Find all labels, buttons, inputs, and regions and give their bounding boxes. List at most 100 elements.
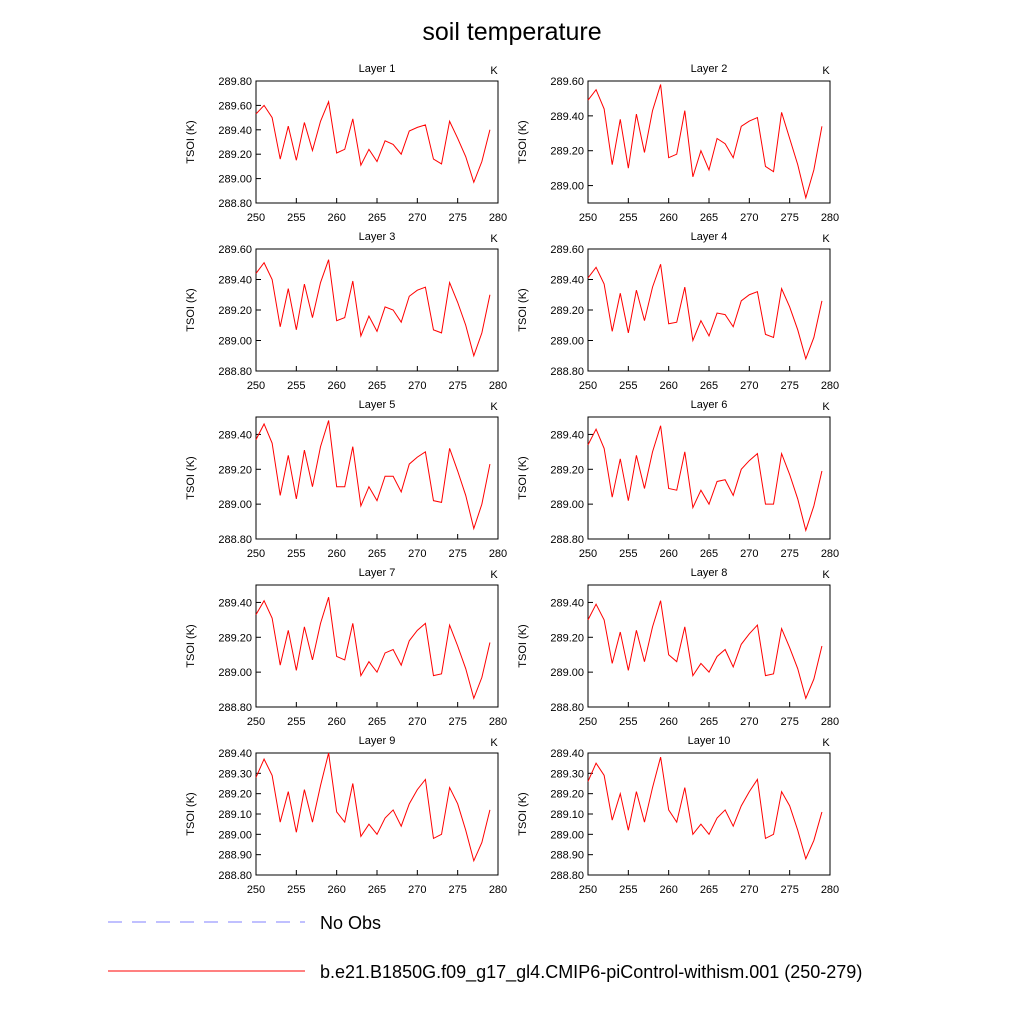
x-tick-label: 260	[327, 212, 345, 224]
data-line	[255, 420, 491, 531]
x-tick-label: 265	[368, 212, 386, 224]
y-tick-label: 289.00	[218, 667, 252, 679]
y-tick-label: 289.60	[218, 100, 252, 112]
y-tick-label: 289.00	[550, 181, 584, 193]
unit-label: K	[490, 401, 498, 413]
plot-frame	[587, 248, 831, 372]
y-tick-label: 289.20	[550, 146, 584, 158]
y-tick-label: 289.40	[550, 748, 584, 760]
y-tick-label: 289.30	[550, 768, 584, 780]
x-tick-label: 255	[619, 548, 637, 560]
x-tick-label: 270	[740, 212, 758, 224]
x-tick-label: 250	[247, 212, 265, 224]
x-tick-label: 260	[659, 380, 677, 392]
panel-title: Layer 6	[691, 399, 728, 411]
unit-label: K	[822, 569, 830, 581]
y-axis-label: TSOI (K)	[185, 792, 197, 835]
x-tick-label: 280	[489, 212, 507, 224]
y-tick-label: 289.00	[550, 336, 584, 348]
y-tick-label: 289.00	[218, 829, 252, 841]
y-tick-label: 289.10	[550, 809, 584, 821]
plot-frame	[587, 584, 831, 708]
panel-title: Layer 5	[359, 399, 396, 411]
x-tick-label: 255	[287, 380, 305, 392]
data-line	[587, 425, 823, 533]
unit-label: K	[490, 233, 498, 245]
y-tick-label: 288.90	[218, 850, 252, 862]
y-tick-label: 289.80	[218, 76, 252, 88]
x-tick-label: 265	[700, 716, 718, 728]
unit-label: K	[822, 737, 830, 749]
x-tick-label: 275	[448, 548, 466, 560]
x-tick-label: 260	[659, 884, 677, 896]
data-line	[587, 84, 823, 200]
legend-label: No Obs	[320, 913, 381, 933]
y-tick-label: 288.80	[218, 870, 252, 882]
x-tick-label: 270	[408, 548, 426, 560]
unit-label: K	[490, 737, 498, 749]
plot-frame	[255, 584, 499, 708]
panel-title: Layer 3	[359, 231, 396, 243]
x-tick-label: 275	[448, 380, 466, 392]
y-tick-label: 288.80	[550, 534, 584, 546]
x-tick-label: 270	[408, 380, 426, 392]
x-tick-label: 265	[700, 884, 718, 896]
x-tick-label: 255	[287, 716, 305, 728]
x-tick-label: 250	[579, 548, 597, 560]
x-tick-label: 275	[780, 716, 798, 728]
x-tick-label: 280	[821, 212, 839, 224]
y-tick-label: 288.80	[218, 198, 252, 210]
y-axis-label: TSOI (K)	[185, 456, 197, 499]
y-axis-label: TSOI (K)	[185, 288, 197, 331]
x-tick-label: 275	[448, 212, 466, 224]
y-tick-label: 289.20	[218, 789, 252, 801]
x-tick-label: 265	[368, 716, 386, 728]
y-tick-label: 289.20	[218, 464, 252, 476]
x-tick-label: 275	[780, 380, 798, 392]
panel-title: Layer 9	[359, 735, 396, 747]
x-tick-label: 275	[780, 212, 798, 224]
x-tick-label: 275	[780, 548, 798, 560]
y-tick-label: 288.80	[218, 534, 252, 546]
y-tick-label: 288.90	[550, 850, 584, 862]
y-axis-label: TSOI (K)	[185, 120, 197, 163]
panel-title: Layer 2	[691, 63, 728, 75]
y-tick-label: 288.80	[218, 702, 252, 714]
x-tick-label: 265	[368, 548, 386, 560]
data-line	[255, 99, 491, 184]
x-tick-label: 260	[327, 716, 345, 728]
x-tick-label: 260	[659, 548, 677, 560]
x-tick-label: 270	[408, 212, 426, 224]
x-tick-label: 260	[659, 212, 677, 224]
unit-label: K	[822, 233, 830, 245]
y-tick-label: 289.40	[550, 429, 584, 441]
x-tick-label: 265	[368, 380, 386, 392]
x-tick-label: 250	[579, 716, 597, 728]
x-tick-label: 250	[579, 884, 597, 896]
y-tick-label: 289.00	[218, 499, 252, 511]
y-tick-label: 289.60	[218, 244, 252, 256]
x-tick-label: 280	[821, 380, 839, 392]
y-tick-label: 289.00	[550, 667, 584, 679]
x-tick-label: 250	[579, 212, 597, 224]
legend-label: b.e21.B1850G.f09_g17_gl4.CMIP6-piControl…	[320, 962, 862, 983]
y-tick-label: 288.80	[550, 366, 584, 378]
x-tick-label: 250	[247, 380, 265, 392]
x-tick-label: 280	[821, 716, 839, 728]
y-tick-label: 288.80	[550, 870, 584, 882]
x-tick-label: 265	[700, 548, 718, 560]
y-tick-label: 288.80	[550, 702, 584, 714]
x-tick-label: 275	[780, 884, 798, 896]
x-tick-label: 255	[287, 212, 305, 224]
y-axis-label: TSOI (K)	[185, 624, 197, 667]
y-tick-label: 289.60	[550, 76, 584, 88]
y-tick-label: 289.00	[218, 174, 252, 186]
data-line	[587, 264, 823, 361]
y-tick-label: 289.20	[218, 149, 252, 161]
x-tick-label: 255	[287, 884, 305, 896]
x-tick-label: 270	[740, 548, 758, 560]
x-tick-label: 270	[740, 884, 758, 896]
x-tick-label: 265	[368, 884, 386, 896]
